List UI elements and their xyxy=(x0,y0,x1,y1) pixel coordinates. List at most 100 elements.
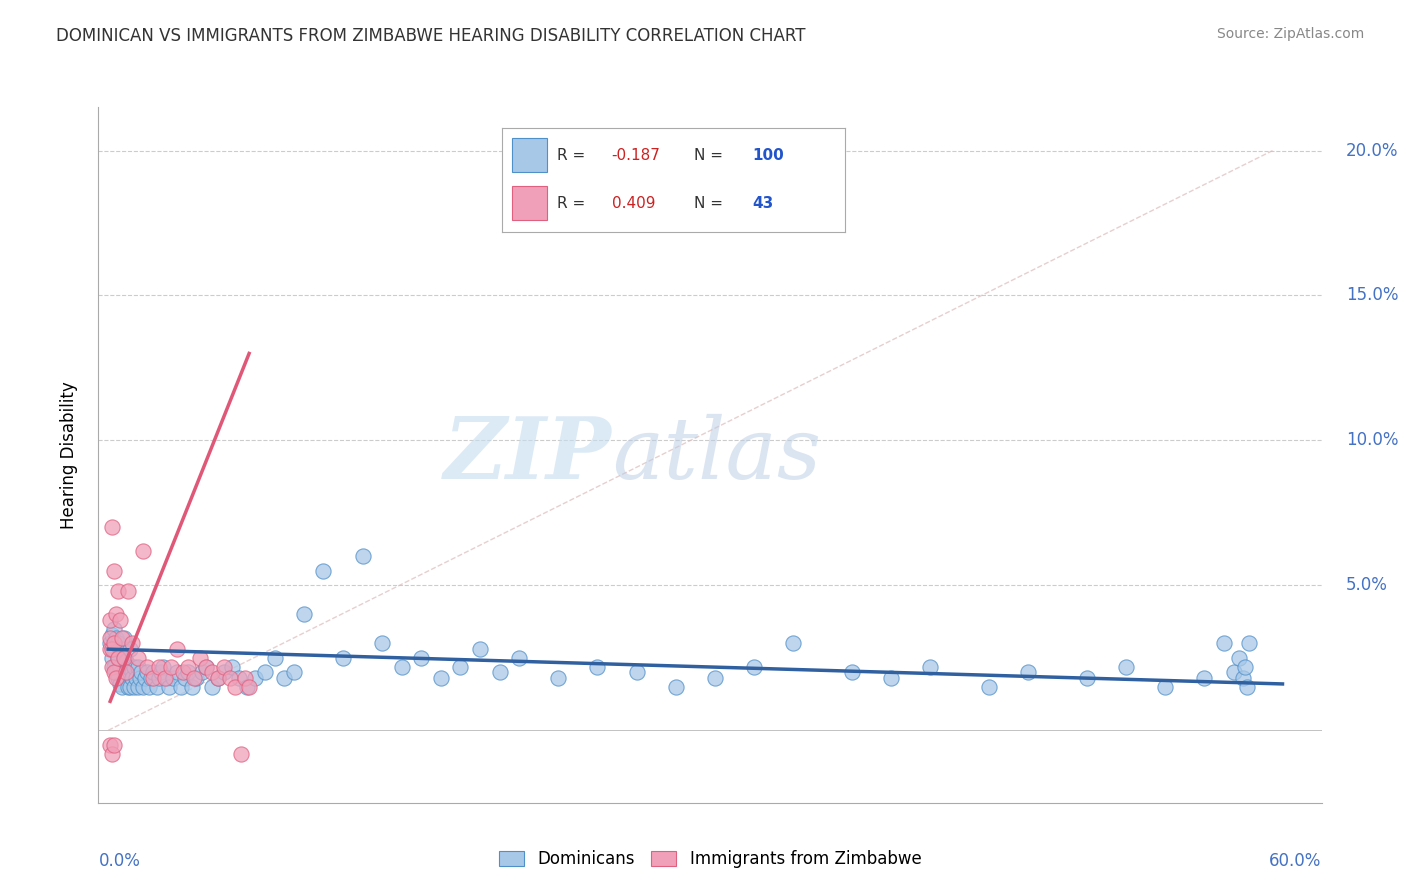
Point xyxy=(98,642,121,657)
Point xyxy=(121,671,143,685)
Point xyxy=(107,584,129,599)
Point xyxy=(201,665,224,680)
Point xyxy=(742,659,765,673)
Point xyxy=(101,747,124,761)
Point xyxy=(131,665,153,680)
Point xyxy=(1229,651,1251,665)
Point xyxy=(1076,671,1098,685)
Point xyxy=(292,607,315,622)
Point xyxy=(1234,659,1257,673)
Point xyxy=(98,613,121,627)
Point xyxy=(127,680,149,694)
Point xyxy=(391,659,413,673)
Point xyxy=(468,642,491,657)
Point xyxy=(920,659,942,673)
Point xyxy=(166,665,188,680)
Point xyxy=(231,747,253,761)
Point xyxy=(1236,680,1258,694)
Point xyxy=(233,671,256,685)
Point xyxy=(121,636,143,650)
Text: atlas: atlas xyxy=(612,414,821,496)
Point xyxy=(108,659,131,673)
Point xyxy=(111,642,134,657)
Point xyxy=(107,651,129,665)
Point xyxy=(138,680,160,694)
Point xyxy=(117,659,139,673)
Point xyxy=(108,613,131,627)
Point xyxy=(142,671,165,685)
Point xyxy=(128,671,150,685)
Point xyxy=(132,680,155,694)
Point xyxy=(371,636,394,650)
Point xyxy=(169,680,191,694)
Text: 0.0%: 0.0% xyxy=(98,852,141,870)
Point xyxy=(103,659,125,673)
Point xyxy=(118,642,141,657)
Point xyxy=(228,671,250,685)
Point xyxy=(1237,636,1260,650)
Legend: Dominicans, Immigrants from Zimbabwe: Dominicans, Immigrants from Zimbabwe xyxy=(492,843,928,874)
Point xyxy=(273,671,295,685)
Point xyxy=(103,738,125,752)
Point xyxy=(121,665,143,680)
Point xyxy=(142,665,165,680)
Point xyxy=(201,680,224,694)
Point xyxy=(212,665,235,680)
Point xyxy=(157,680,180,694)
Point xyxy=(166,642,188,657)
Point xyxy=(160,659,183,673)
Text: 15.0%: 15.0% xyxy=(1346,286,1399,304)
Text: 20.0%: 20.0% xyxy=(1346,142,1399,160)
Point xyxy=(181,680,204,694)
Point xyxy=(112,651,135,665)
Point xyxy=(112,631,135,645)
Point xyxy=(114,665,136,680)
Point xyxy=(122,659,145,673)
Point xyxy=(117,680,139,694)
Point xyxy=(107,671,129,685)
Point xyxy=(136,659,159,673)
Point xyxy=(508,651,530,665)
Point xyxy=(488,665,510,680)
Point xyxy=(1192,671,1215,685)
Y-axis label: Hearing Disability: Hearing Disability xyxy=(59,381,77,529)
Point xyxy=(111,631,134,645)
Point xyxy=(108,677,131,691)
Point xyxy=(148,671,170,685)
Point xyxy=(111,680,134,694)
Point xyxy=(127,659,149,673)
Point xyxy=(132,543,155,558)
Point xyxy=(152,659,174,673)
Point xyxy=(103,622,125,636)
Point xyxy=(136,665,159,680)
Point xyxy=(173,671,195,685)
Point xyxy=(98,738,121,752)
Point xyxy=(98,636,121,650)
Point xyxy=(238,680,260,694)
Point xyxy=(177,659,200,673)
Point xyxy=(114,654,136,668)
Text: ZIP: ZIP xyxy=(444,413,612,497)
Point xyxy=(153,671,176,685)
Point xyxy=(218,671,240,685)
Point xyxy=(312,564,335,578)
Point xyxy=(150,665,173,680)
Point xyxy=(547,671,569,685)
Point xyxy=(107,651,129,665)
Point xyxy=(1115,659,1137,673)
Point xyxy=(243,671,266,685)
Point xyxy=(665,680,688,694)
Point xyxy=(1222,665,1244,680)
Point xyxy=(411,651,433,665)
Point xyxy=(880,671,903,685)
Point xyxy=(977,680,1000,694)
Point xyxy=(703,671,725,685)
Point xyxy=(212,659,235,673)
Text: 60.0%: 60.0% xyxy=(1270,852,1322,870)
Point xyxy=(1154,680,1177,694)
Point xyxy=(841,665,863,680)
Point xyxy=(450,659,472,673)
Point xyxy=(253,665,276,680)
Text: DOMINICAN VS IMMIGRANTS FROM ZIMBABWE HEARING DISABILITY CORRELATION CHART: DOMINICAN VS IMMIGRANTS FROM ZIMBABWE HE… xyxy=(56,27,806,45)
Point xyxy=(224,680,246,694)
